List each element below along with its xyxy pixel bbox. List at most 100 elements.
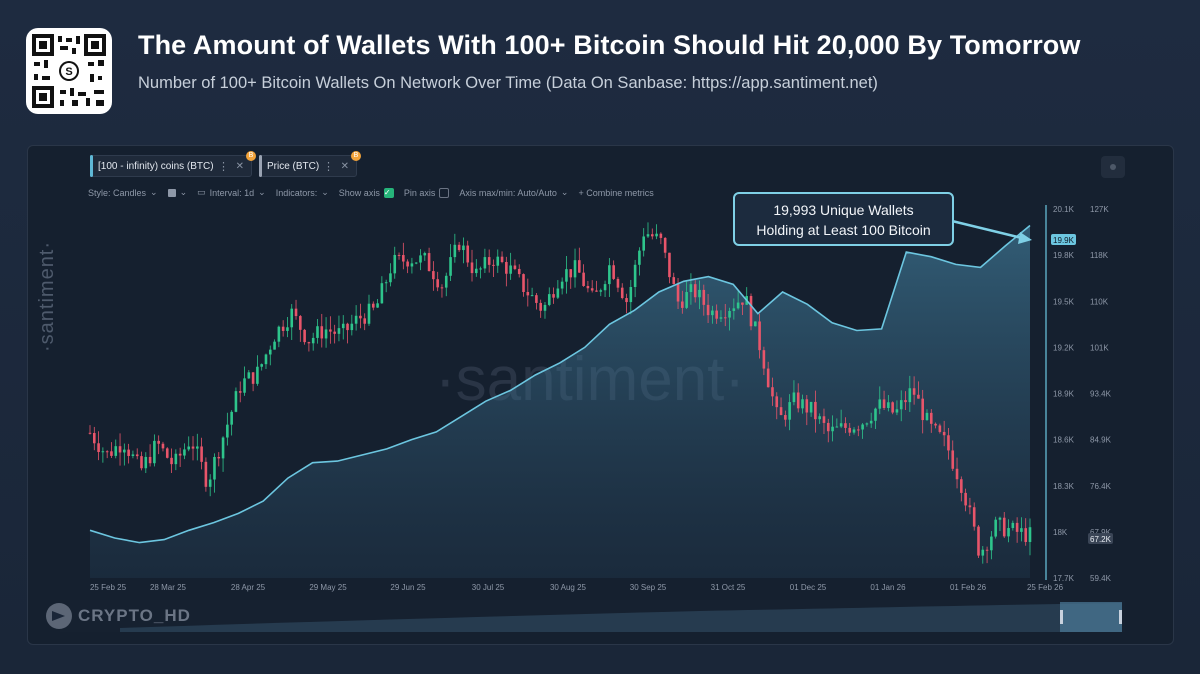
- candle-body: [895, 409, 899, 413]
- candle-body: [178, 453, 182, 456]
- navigator-window[interactable]: [1060, 602, 1122, 632]
- metric-tab-price[interactable]: Price (BTC) ⋮ ✕ B: [259, 151, 361, 177]
- candle-body: [938, 425, 942, 432]
- price-candle: [517, 264, 521, 278]
- candle-body: [376, 303, 379, 308]
- x-tick-label: 30 Jul 25: [472, 583, 505, 592]
- price-candle: [595, 280, 598, 292]
- price-candle: [1020, 517, 1023, 542]
- show-axis-toggle[interactable]: Show axis ✓: [339, 187, 394, 198]
- price-candle: [792, 380, 796, 406]
- price-candle: [689, 273, 693, 305]
- style-dropdown[interactable]: Style: Candles ⌄: [88, 187, 158, 198]
- candle-body: [968, 505, 972, 508]
- candle-body: [753, 321, 757, 327]
- candle-body: [839, 423, 843, 427]
- checkbox-checked-icon[interactable]: ✓: [383, 187, 394, 198]
- price-candle: [899, 390, 903, 422]
- pin-axis-toggle[interactable]: Pin axis: [404, 187, 450, 198]
- candle-body: [887, 402, 890, 408]
- wallet-callout: 19,993 Unique Wallets Holding at Least 1…: [733, 192, 954, 246]
- metric-tab-wallets[interactable]: [100 - infinity) coins (BTC) ⋮ ✕ B: [90, 151, 256, 177]
- settings-dot-button[interactable]: [1101, 156, 1125, 178]
- navigator-handle-left[interactable]: [1060, 610, 1063, 624]
- indicators-label: Indicators:: [275, 187, 318, 198]
- candle-body: [792, 392, 796, 403]
- price-candle: [354, 305, 358, 331]
- price-candle: [268, 345, 272, 366]
- chevron-down-icon: ⌄: [150, 187, 158, 197]
- price-candle: [153, 434, 156, 467]
- indicators-dropdown[interactable]: Indicators: ⌄: [276, 187, 329, 198]
- x-tick-label: 28 Apr 25: [231, 583, 266, 592]
- price-candle: [693, 280, 697, 303]
- price-candle: [629, 279, 633, 315]
- candle-body: [878, 399, 882, 409]
- candle-body: [608, 265, 611, 285]
- candle-body: [822, 416, 826, 423]
- wallet-tick-label: 20.1K: [1053, 205, 1075, 214]
- candle-body: [264, 354, 268, 365]
- price-candle: [303, 328, 306, 345]
- price-candle: [736, 291, 740, 310]
- candle-body: [642, 236, 645, 251]
- price-candle: [410, 257, 414, 274]
- more-icon[interactable]: ⋮: [218, 161, 229, 173]
- price-candle: [367, 294, 371, 326]
- color-dropdown[interactable]: ⌄: [167, 187, 187, 198]
- more-icon[interactable]: ⋮: [323, 161, 334, 173]
- price-candle: [779, 397, 783, 416]
- axis-maxmin-dropdown[interactable]: Axis max/min: Auto/Auto ⌄: [459, 187, 568, 198]
- close-icon[interactable]: ✕: [340, 161, 349, 172]
- price-candle: [1024, 518, 1028, 546]
- price-candle: [118, 433, 122, 466]
- price-candle: [826, 418, 830, 443]
- price-candle: [835, 418, 839, 428]
- price-candle: [380, 276, 384, 304]
- combine-metrics-button[interactable]: + Combine metrics: [578, 187, 654, 198]
- candle-body: [741, 302, 744, 305]
- candle-body: [788, 402, 791, 420]
- candle-body: [852, 429, 856, 433]
- navigator-handle-right[interactable]: [1119, 610, 1122, 624]
- wallet-tick-label: 17.7K: [1053, 574, 1075, 583]
- candle-body: [238, 391, 242, 393]
- price-candle: [311, 332, 315, 351]
- candle-body: [573, 260, 577, 278]
- price-candle: [981, 546, 985, 564]
- close-icon[interactable]: ✕: [235, 161, 244, 172]
- candle-body: [440, 287, 444, 289]
- checkbox-empty-icon[interactable]: [439, 187, 450, 198]
- candle-body: [805, 399, 809, 413]
- bitcoin-badge-icon: B: [351, 151, 361, 161]
- price-tick-label: 101K: [1090, 343, 1109, 352]
- price-candle: [453, 233, 457, 263]
- style-label: Style: Candles: [88, 187, 147, 198]
- candle-body: [882, 399, 886, 408]
- candle-body: [951, 450, 955, 469]
- candle-body: [406, 261, 409, 267]
- candle-body: [380, 283, 384, 304]
- candle-body: [831, 426, 834, 432]
- axis-maxmin-label: Axis max/min: Auto/Auto: [459, 187, 557, 198]
- price-candle: [620, 283, 624, 300]
- price-candle: [625, 293, 628, 314]
- price-candle: [208, 474, 212, 497]
- candle-body: [985, 549, 989, 551]
- candle-body: [384, 282, 388, 284]
- candle-body: [1002, 517, 1006, 537]
- price-candle: [852, 427, 856, 435]
- price-candle: [157, 435, 160, 455]
- price-candle: [698, 280, 701, 310]
- price-candle: [234, 387, 238, 413]
- candle-body: [462, 245, 465, 251]
- price-candle: [535, 293, 538, 310]
- candle-body: [925, 412, 929, 421]
- price-candle: [492, 259, 495, 277]
- candle-body: [234, 391, 238, 412]
- watermark-side: ·santiment·: [36, 240, 58, 352]
- interval-dropdown[interactable]: ▭ Interval: 1d ⌄: [197, 187, 266, 198]
- price-candle: [320, 313, 324, 348]
- x-tick-label: 31 Oct 25: [711, 583, 746, 592]
